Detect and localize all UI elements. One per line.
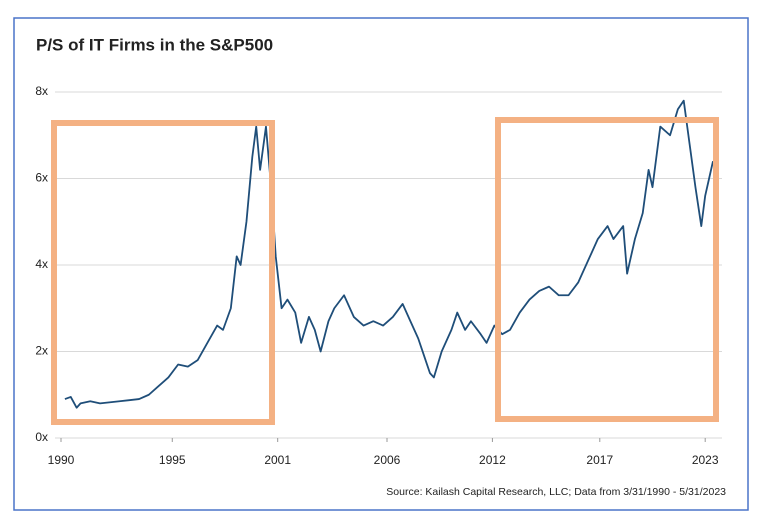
x-tick-label: 2012 [479,453,506,467]
y-tick-label: 4x [35,257,48,271]
x-tick-label: 1990 [48,453,75,467]
line [64,99,714,409]
x-tick-label: 2006 [374,453,401,467]
y-tick-label: 6x [35,171,48,185]
grid: 0x 2x 4x 6x 8x 1990 1995 2001 2006 2012 2017 2023 [35,84,722,467]
x-tick-label: 2017 [586,453,613,467]
y-tick-label: 8x [35,84,48,98]
x-tick-label: 1995 [159,453,186,467]
x-tick-label: 2023 [692,453,719,467]
y-tick-label: 2x [35,344,48,358]
source: Source: Kailash Capital Research, LLC; D… [386,486,726,498]
y-tick-label: 0x [35,430,48,444]
frame [13,17,749,511]
highlight-box [51,120,275,425]
highlight-box [495,117,719,422]
plot [64,99,714,409]
chart-title: P/S of IT Firms in the S&P500 [36,35,273,54]
x-tick-label: 2001 [264,453,291,467]
